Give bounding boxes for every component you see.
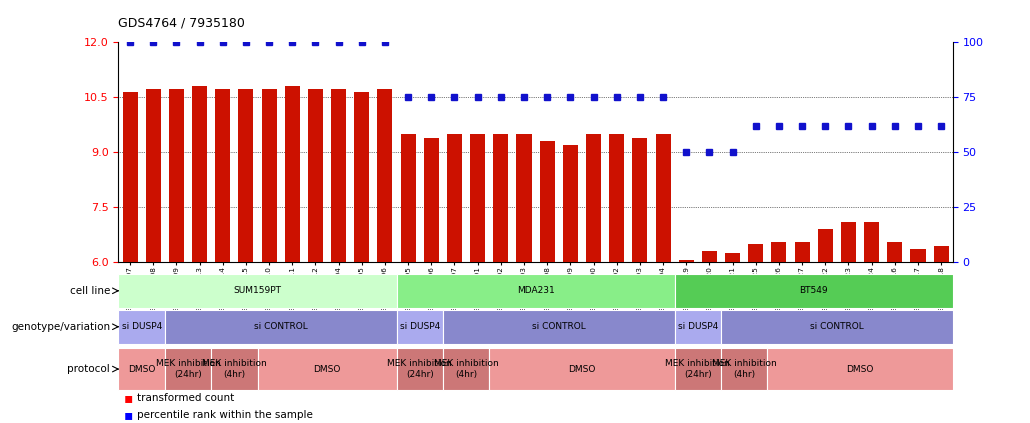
Bar: [123, 92, 138, 262]
Bar: [354, 92, 370, 262]
Text: MDA231: MDA231: [517, 286, 554, 295]
Bar: [169, 89, 184, 262]
Bar: [632, 137, 648, 262]
Bar: [377, 89, 392, 262]
Bar: [771, 242, 787, 262]
Bar: [493, 134, 509, 262]
Bar: [443, 348, 489, 390]
Text: BT549: BT549: [799, 286, 828, 295]
Text: si CONTROL: si CONTROL: [531, 322, 586, 331]
Bar: [701, 251, 717, 262]
Text: percentile rank within the sample: percentile rank within the sample: [137, 410, 313, 420]
Bar: [540, 141, 555, 262]
Bar: [748, 244, 763, 262]
Bar: [397, 310, 443, 344]
Text: si CONTROL: si CONTROL: [253, 322, 308, 331]
Bar: [284, 86, 300, 262]
Text: cell line: cell line: [70, 286, 110, 296]
Bar: [262, 89, 277, 262]
Text: si DUSP4: si DUSP4: [122, 322, 162, 331]
Bar: [165, 348, 211, 390]
Bar: [447, 134, 462, 262]
Bar: [192, 86, 207, 262]
Bar: [118, 310, 165, 344]
Text: si CONTROL: si CONTROL: [810, 322, 864, 331]
Text: MEK inhibition
(4hr): MEK inhibition (4hr): [712, 360, 777, 379]
Text: SUM159PT: SUM159PT: [234, 286, 281, 295]
Text: MEK inhibition
(24hr): MEK inhibition (24hr): [665, 360, 730, 379]
Bar: [211, 348, 258, 390]
Bar: [818, 229, 833, 262]
Bar: [721, 310, 953, 344]
Bar: [258, 348, 397, 390]
Bar: [911, 250, 926, 262]
Bar: [655, 134, 671, 262]
Text: ▪: ▪: [124, 391, 133, 405]
Bar: [767, 348, 953, 390]
Bar: [675, 274, 953, 308]
Bar: [675, 348, 721, 390]
Bar: [609, 134, 624, 262]
Bar: [470, 134, 485, 262]
Bar: [864, 222, 880, 262]
Bar: [721, 348, 767, 390]
Bar: [308, 89, 323, 262]
Bar: [489, 348, 675, 390]
Bar: [516, 134, 531, 262]
Bar: [331, 89, 346, 262]
Text: MEK inhibition
(4hr): MEK inhibition (4hr): [434, 360, 499, 379]
Bar: [423, 137, 439, 262]
Bar: [118, 274, 397, 308]
Bar: [887, 242, 902, 262]
Bar: [562, 145, 578, 262]
Bar: [586, 134, 602, 262]
Bar: [725, 253, 741, 262]
Text: si DUSP4: si DUSP4: [400, 322, 440, 331]
Bar: [675, 310, 721, 344]
Bar: [165, 310, 397, 344]
Text: DMSO: DMSO: [569, 365, 595, 374]
Bar: [397, 348, 443, 390]
Bar: [145, 89, 161, 262]
Bar: [238, 89, 253, 262]
Text: GDS4764 / 7935180: GDS4764 / 7935180: [118, 17, 245, 30]
Bar: [401, 134, 416, 262]
Text: MEK inhibition
(24hr): MEK inhibition (24hr): [387, 360, 452, 379]
Bar: [397, 274, 675, 308]
Text: transformed count: transformed count: [137, 393, 234, 404]
Text: DMSO: DMSO: [313, 365, 341, 374]
Text: genotype/variation: genotype/variation: [11, 322, 110, 332]
Bar: [794, 242, 810, 262]
Text: si DUSP4: si DUSP4: [678, 322, 718, 331]
Bar: [840, 222, 856, 262]
Text: MEK inhibition
(24hr): MEK inhibition (24hr): [156, 360, 220, 379]
Bar: [118, 348, 165, 390]
Bar: [443, 310, 675, 344]
Bar: [933, 246, 949, 262]
Text: ▪: ▪: [124, 408, 133, 422]
Bar: [215, 89, 231, 262]
Text: protocol: protocol: [67, 364, 110, 374]
Text: DMSO: DMSO: [847, 365, 873, 374]
Bar: [679, 261, 694, 262]
Text: MEK inhibition
(4hr): MEK inhibition (4hr): [202, 360, 267, 379]
Text: DMSO: DMSO: [128, 365, 156, 374]
